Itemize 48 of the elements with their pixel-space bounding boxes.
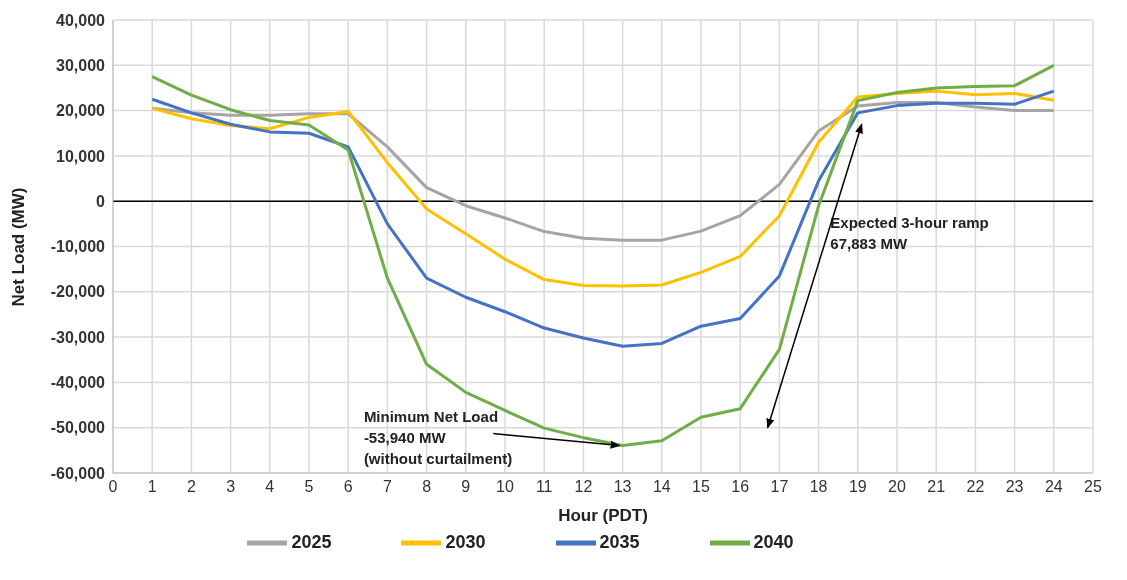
y-tick-label: -30,000 — [50, 328, 106, 346]
legend-label: 2040 — [753, 531, 794, 552]
x-tick-label: 25 — [1084, 478, 1102, 496]
x-tick-label: 16 — [731, 478, 750, 496]
y-tick-label: -40,000 — [50, 374, 106, 392]
x-tick-label: 23 — [1005, 478, 1024, 496]
x-tick-label: 11 — [535, 478, 553, 496]
legend-label: 2030 — [445, 531, 486, 552]
line-series — [150, 89, 1056, 348]
x-tick-label: 21 — [927, 478, 946, 496]
line-series — [150, 63, 1056, 448]
y-tick-label: -20,000 — [50, 283, 106, 301]
x-tick-label: 5 — [304, 478, 314, 496]
y-tick-label: 10,000 — [56, 147, 106, 165]
x-tick-label: 6 — [343, 478, 353, 496]
y-axis-title: Net Load (MW) — [9, 187, 29, 307]
annotation: Minimum Net Load -53,940 MW (without curtailment) — [363, 407, 513, 467]
x-tick-label: 22 — [966, 478, 985, 496]
y-tick-label: -60,000 — [50, 464, 106, 482]
line-series — [150, 89, 1056, 288]
x-tick-label: 17 — [770, 478, 789, 496]
legend-label: 2025 — [291, 531, 332, 552]
y-tick-label: -10,000 — [50, 238, 106, 256]
x-tick-label: 20 — [888, 478, 906, 496]
x-tick-label: 4 — [265, 478, 275, 496]
y-tick-label: 30,000 — [56, 56, 106, 74]
x-tick-label: 14 — [652, 478, 671, 496]
x-tick-label: 24 — [1044, 478, 1063, 496]
x-tick-label: 19 — [848, 478, 867, 496]
x-tick-label: 1 — [147, 478, 157, 496]
annotation: Expected 3-hour ramp 67,883 MW — [830, 214, 989, 253]
x-tick-label: 2 — [186, 478, 196, 496]
x-tick-label: 12 — [574, 478, 593, 496]
x-tick-label: 10 — [496, 478, 514, 496]
y-tick-label: 40,000 — [56, 11, 106, 29]
x-tick-label: 9 — [461, 478, 471, 496]
x-tick-label: 15 — [692, 478, 710, 496]
y-tick-label: 0 — [96, 192, 106, 210]
y-tick-label: 20,000 — [56, 102, 106, 120]
x-tick-label: 7 — [382, 478, 392, 496]
y-tick-label: -50,000 — [50, 419, 106, 437]
x-tick-label: 3 — [226, 478, 236, 496]
x-tick-label: 18 — [809, 478, 828, 496]
x-tick-label: 0 — [108, 478, 118, 496]
x-tick-label: 13 — [613, 478, 632, 496]
legend-label: 2035 — [599, 531, 640, 552]
x-axis-title: Hour (PDT) — [558, 506, 648, 525]
x-tick-label: 8 — [422, 478, 432, 496]
